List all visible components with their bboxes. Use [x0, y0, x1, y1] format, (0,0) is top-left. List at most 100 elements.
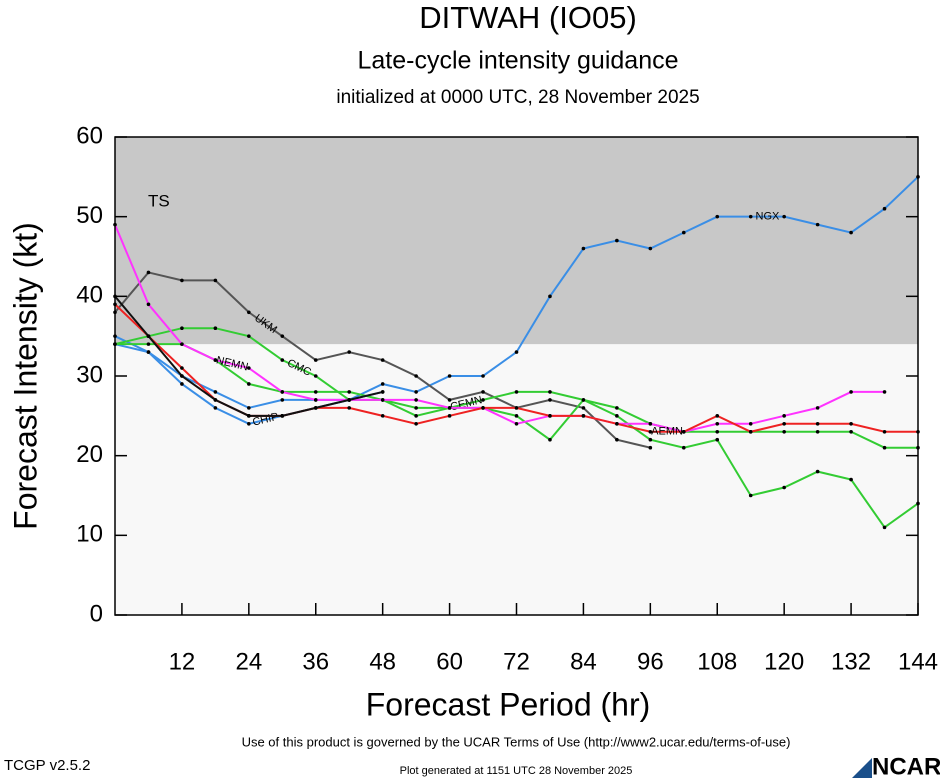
data-point [247, 406, 251, 410]
data-point [213, 326, 218, 331]
series: NGX [113, 175, 920, 410]
x-tick-label: 132 [831, 648, 871, 675]
data-point [313, 398, 318, 402]
data-point [313, 390, 318, 394]
data-point [213, 406, 218, 410]
data-point [615, 406, 619, 410]
data-point [414, 390, 418, 394]
data-point [247, 334, 251, 338]
data-point [313, 406, 318, 410]
data-point [815, 429, 820, 434]
data-point [447, 406, 452, 410]
data-point [414, 422, 418, 426]
data-point [715, 422, 720, 426]
data-point [648, 422, 653, 426]
data-point [548, 294, 552, 299]
x-tick-label: 108 [697, 648, 737, 675]
data-point [180, 342, 184, 346]
chart-subtitle: Late-cycle intensity guidance [357, 47, 678, 75]
series-label: NGX [756, 211, 781, 223]
data-point [347, 390, 352, 394]
x-tick-label: 72 [503, 648, 530, 675]
data-point [715, 414, 720, 418]
data-point [347, 398, 352, 402]
data-point [514, 390, 519, 394]
data-point [615, 238, 619, 243]
data-point [280, 398, 285, 402]
data-point [581, 246, 586, 251]
series [113, 294, 385, 418]
x-tick-label: 60 [436, 648, 463, 675]
data-point [380, 358, 385, 362]
data-point [347, 350, 352, 354]
version: TCGP v2.5.2 [4, 757, 90, 774]
data-point [180, 366, 184, 370]
data-point [380, 382, 385, 386]
chart-title: DITWAH (IO05) [419, 0, 637, 35]
data-point [782, 485, 786, 490]
y-tick-label: 0 [90, 600, 103, 627]
x-tick-label: 120 [764, 648, 804, 675]
data-point [849, 390, 853, 394]
data-point [414, 414, 418, 418]
data-point [447, 398, 452, 402]
x-tick-label: 144 [898, 648, 938, 675]
data-point [849, 477, 853, 482]
data-point [648, 429, 653, 434]
data-point [748, 493, 753, 498]
data-point [481, 398, 485, 402]
data-point [581, 398, 586, 402]
logo-mark [852, 758, 872, 778]
series-line [114, 224, 885, 433]
data-point [213, 278, 218, 283]
data-point [548, 398, 552, 402]
intensity-band [115, 137, 918, 345]
data-point [782, 429, 786, 434]
x-tick-label: 96 [637, 648, 664, 675]
data-point [849, 429, 853, 434]
data-point [514, 414, 519, 418]
data-point [380, 398, 385, 402]
data-point [648, 437, 653, 442]
data-point [414, 406, 418, 410]
data-point [247, 310, 251, 315]
data-point [514, 406, 519, 410]
data-point [380, 390, 385, 394]
data-point [514, 422, 519, 426]
data-point [581, 414, 586, 418]
x-tick-label: 12 [169, 648, 196, 675]
data-point [681, 445, 686, 450]
data-point [581, 406, 586, 410]
data-point [548, 390, 552, 394]
data-point [247, 414, 251, 418]
data-point [447, 414, 452, 418]
data-point [180, 326, 184, 331]
series: CEMN [113, 342, 920, 450]
data-point [882, 206, 887, 211]
data-point [447, 374, 452, 378]
data-point [481, 390, 485, 394]
data-point [146, 342, 151, 346]
y-tick-label: 50 [76, 202, 103, 229]
x-tick-label: 36 [302, 648, 329, 675]
data-point [146, 334, 151, 338]
footer: Use of this product is governed by the U… [242, 734, 791, 749]
y-tick-label: 20 [76, 441, 103, 468]
data-point [280, 358, 285, 362]
x-tick-label: 24 [235, 648, 262, 675]
data-point [247, 422, 251, 426]
data-point [715, 214, 720, 219]
data-point [247, 366, 251, 370]
data-point [313, 358, 318, 362]
data-point [882, 429, 887, 434]
data-point [414, 374, 418, 378]
data-point [815, 422, 820, 426]
data-point [615, 437, 619, 442]
data-point [146, 270, 151, 275]
data-point [849, 230, 853, 235]
data-point [615, 414, 619, 418]
y-tick-label: 60 [76, 122, 103, 149]
data-point [782, 422, 786, 426]
data-point [247, 382, 251, 386]
